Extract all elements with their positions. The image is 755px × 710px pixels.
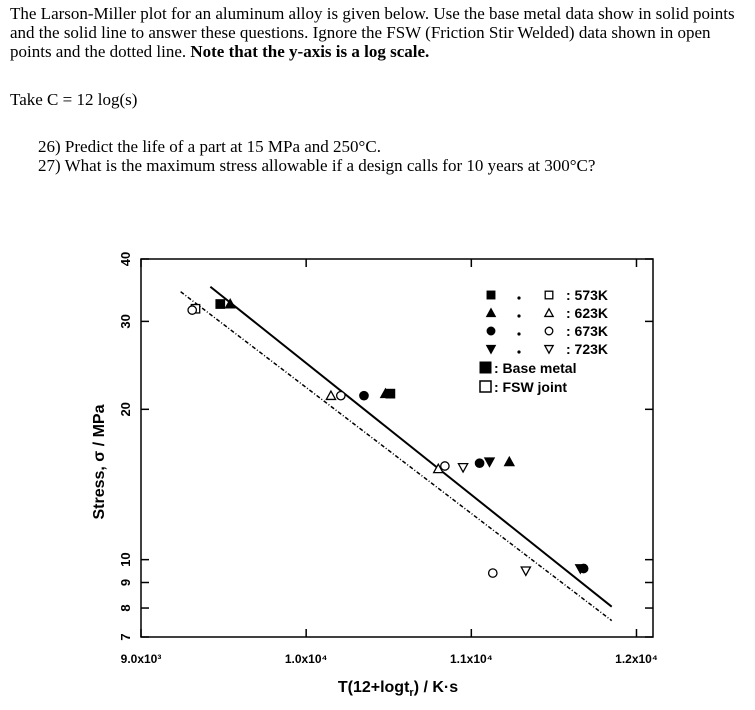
y-tick-label: 9	[118, 579, 133, 586]
base-623K-point	[379, 387, 392, 399]
fsw-623K-point	[325, 389, 337, 401]
data-points	[187, 298, 589, 578]
chart-legend: : 573K : 623K : 673K : 723K : Base metal : FS…	[479, 287, 608, 395]
fsw-723K-point	[457, 462, 469, 474]
y-tick-label: 10	[118, 552, 133, 566]
legend-separator-dot	[517, 350, 521, 354]
y-tick-label: 40	[118, 252, 133, 266]
x-tick-label: 1.1x10⁴	[450, 652, 493, 666]
fsw-673K-point	[335, 390, 346, 401]
plot-frame	[140, 258, 654, 638]
y-tick-label: 20	[118, 402, 133, 416]
fsw-623K-point	[432, 462, 445, 474]
intro-text: The Larson-Miller plot for an aluminum a…	[10, 4, 735, 61]
take-c-line: Take C = 12 log(s)	[10, 90, 138, 109]
legend-temp-label: : 673K	[566, 323, 608, 339]
x-tick-label: 9.0x10³	[121, 652, 162, 666]
legend-fsw-marker	[543, 307, 555, 318]
problem-intro: The Larson-Miller plot for an aluminum a…	[10, 4, 750, 61]
legend-temp-label: : 573K	[566, 287, 608, 303]
y-axis-label: Stress, σ / MPa	[91, 404, 108, 519]
legend-base-marker	[486, 326, 496, 336]
base-623K-point	[503, 455, 516, 467]
legend-separator-dot	[517, 314, 521, 318]
legend-fsw-key	[479, 380, 492, 393]
x-axis-ticks: 9.0x10³ 1.0x10⁴ 1.1x10⁴ 1.2x10⁴	[121, 259, 658, 666]
base-573K-point	[215, 299, 226, 309]
fsw-673K-point	[440, 461, 450, 471]
x-tick-label: 1.0x10⁴	[285, 652, 328, 666]
legend-separator-dot	[517, 332, 521, 336]
legend-temp-label: : 723K	[566, 341, 608, 357]
question-26: 26) Predict the life of a part at 15 MPa…	[38, 137, 381, 156]
y-axis-ticks: 40 30 20 10 9 8 7	[118, 252, 653, 641]
fsw-trend-line	[180, 291, 613, 622]
question-27: 27) What is the maximum stress allowable…	[38, 156, 596, 175]
legend-base-marker	[486, 290, 496, 300]
legend-base-key	[479, 361, 492, 374]
y-tick-label: 7	[118, 633, 133, 640]
base-723K-point	[483, 457, 496, 468]
legend-separator-dot	[517, 296, 521, 300]
base-673K-point	[359, 390, 369, 401]
y-tick-label: 8	[118, 604, 133, 611]
legend-fsw-marker	[543, 344, 555, 355]
question-list: 26) Predict the life of a part at 15 MPa…	[38, 137, 595, 175]
y-tick-label: 30	[118, 314, 133, 328]
legend-base-marker	[485, 344, 497, 355]
fsw-673K-point	[187, 305, 198, 315]
log-scale-note: Note that the y-axis is a log scale.	[190, 42, 430, 61]
x-axis-label: T(12+logtr) / K·s	[338, 679, 458, 699]
fsw-723K-point	[520, 566, 532, 577]
legend-fsw-label: : FSW joint	[494, 379, 567, 395]
legend-fsw-marker	[544, 290, 554, 300]
legend-base-label: : Base metal	[494, 360, 576, 376]
base-723K-point	[574, 564, 587, 575]
legend-temp-label: : 623K	[566, 305, 608, 321]
trend-lines	[180, 285, 613, 622]
x-tick-label: 1.2x10⁴	[615, 652, 658, 666]
base-623K-point	[224, 298, 236, 309]
base-metal-trend-line	[209, 285, 613, 608]
legend-base-marker	[485, 307, 497, 318]
fsw-673K-point	[487, 568, 498, 578]
legend-fsw-marker	[544, 326, 554, 336]
base-673K-point	[474, 458, 485, 469]
